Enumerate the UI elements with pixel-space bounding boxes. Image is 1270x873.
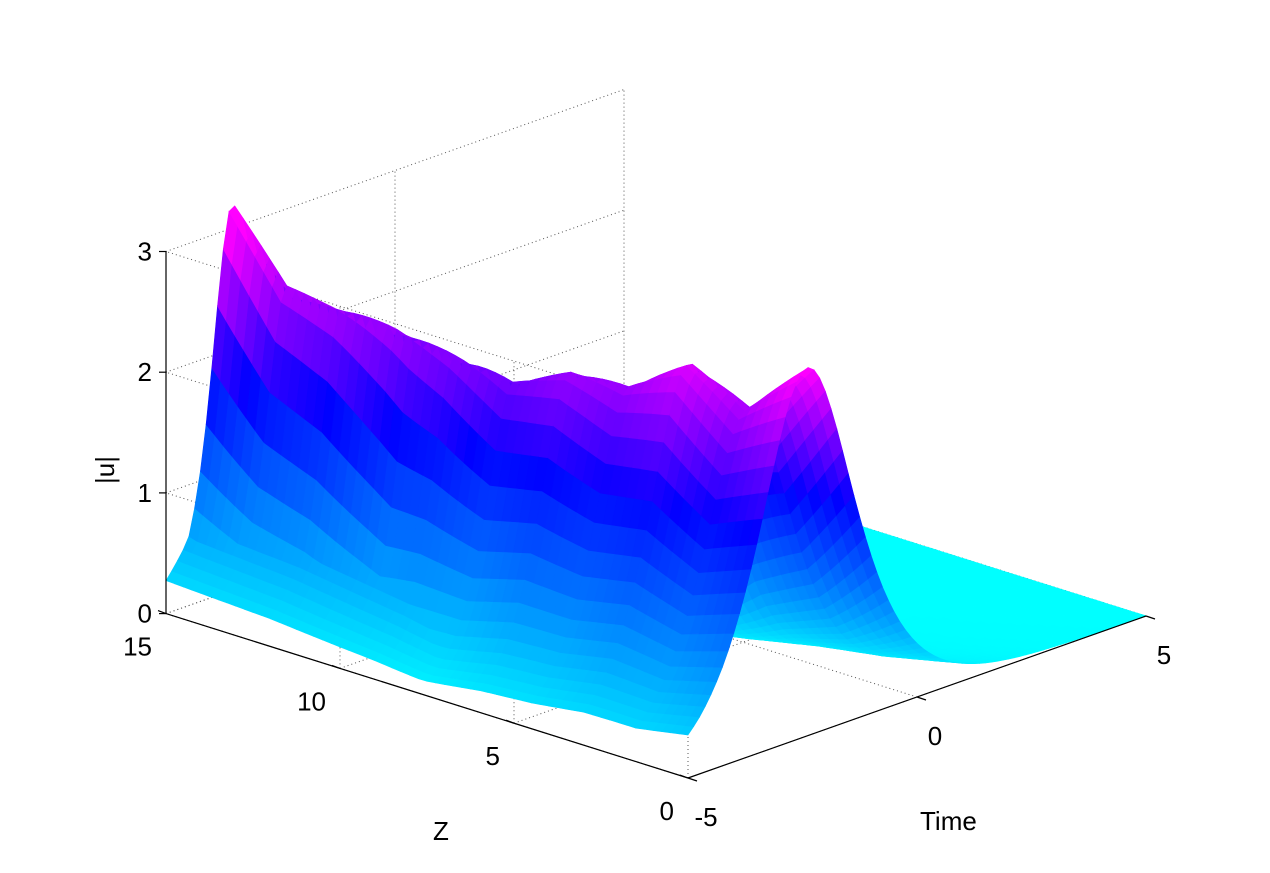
z-tick-label: 3 [138, 237, 152, 267]
z-axis-label: |u| [90, 456, 120, 484]
y-tick-label: 0 [660, 796, 674, 826]
y-axis-label: Z [433, 816, 449, 846]
y-tick [679, 774, 689, 779]
x-tick [916, 696, 927, 701]
z-tick-label: 1 [138, 478, 152, 508]
z-tick-label: 0 [138, 599, 152, 629]
y-tick [505, 719, 515, 724]
x-tick-label: -5 [694, 802, 717, 832]
x-tick-label: 0 [928, 721, 942, 751]
z-tick-label: 2 [138, 357, 152, 387]
x-axis-label: Time [920, 806, 977, 836]
x-tick [687, 777, 698, 782]
y-tick-label: 5 [486, 741, 500, 771]
surface [165, 205, 1147, 736]
x-tick-label: 5 [1157, 640, 1171, 670]
y-tick-label: 10 [297, 686, 326, 716]
x-tick [1145, 615, 1156, 620]
y-tick [331, 664, 341, 669]
y-tick-label: 15 [123, 632, 152, 662]
